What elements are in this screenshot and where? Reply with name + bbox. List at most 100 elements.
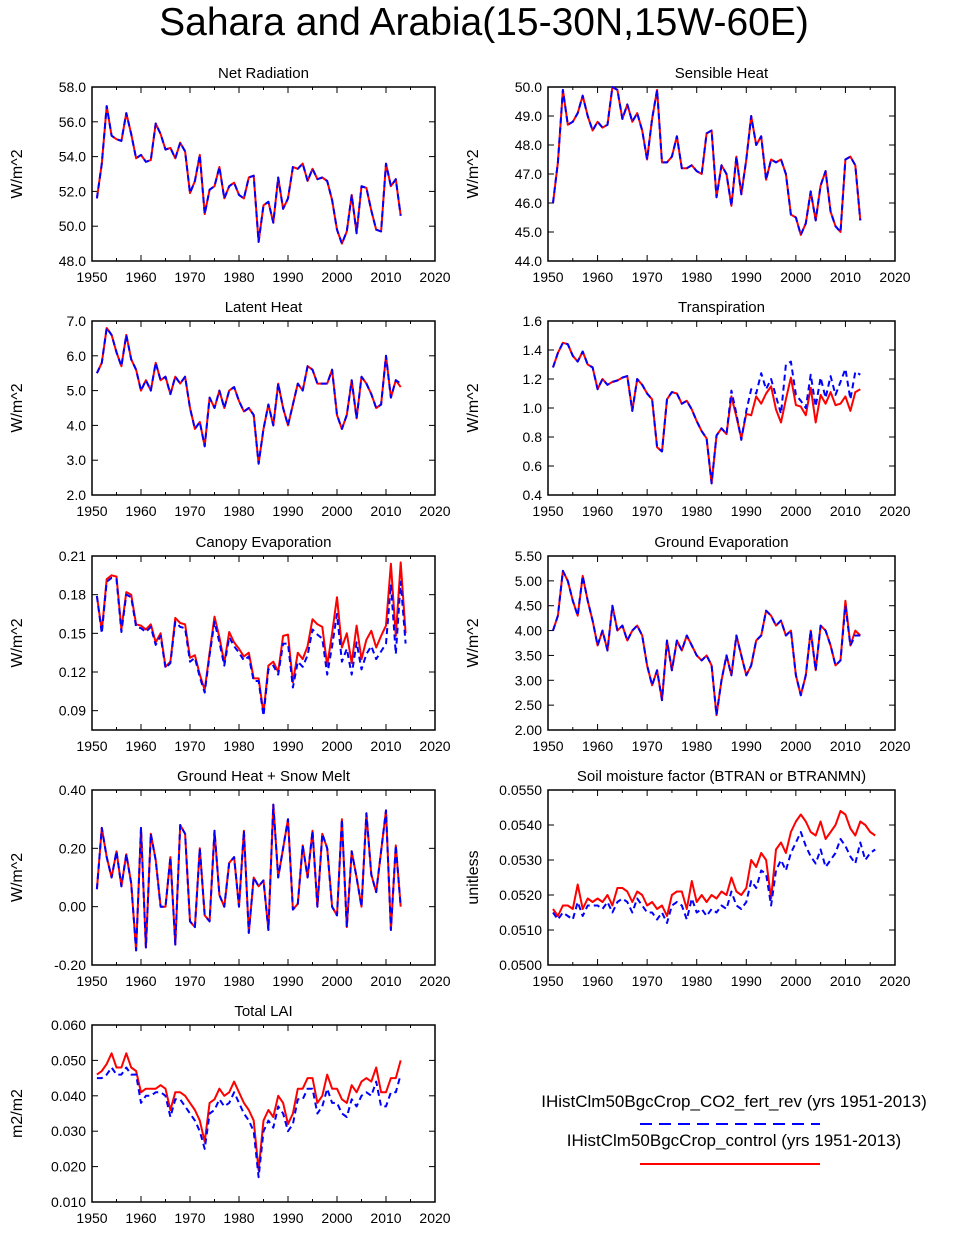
x-tick-label: 1980 — [223, 738, 254, 754]
x-tick-label: 1980 — [223, 269, 254, 285]
x-tick-label: 1950 — [76, 269, 107, 285]
y-tick-label: 0.6 — [523, 458, 543, 474]
y-tick-label: 4.50 — [515, 598, 542, 614]
x-tick-label: 1970 — [632, 269, 663, 285]
y-tick-label: 48.0 — [515, 137, 542, 153]
y-tick-label: 0.0550 — [499, 782, 542, 798]
panel-title: Total LAI — [234, 1003, 292, 1020]
plot-frame — [91, 1024, 436, 1203]
x-tick-label: 1970 — [632, 738, 663, 754]
panel-3: Transpiration W/m^2 1950 1960 1970 1980 1990 20… — [465, 299, 911, 519]
y-tick-label: 0.20 — [59, 840, 86, 856]
x-tick-label: 1970 — [174, 269, 205, 285]
x-tick-label: 1990 — [272, 973, 303, 989]
plot-frame — [91, 320, 436, 496]
x-tick-label: 2020 — [419, 1210, 450, 1226]
x-tick-label: 1980 — [223, 1210, 254, 1226]
y-tick-label: 1.2 — [523, 371, 543, 387]
y-tick-label: 0.010 — [51, 1194, 86, 1210]
series-line-control — [552, 810, 876, 917]
x-tick-label: 2020 — [879, 738, 910, 754]
x-tick-label: 1990 — [272, 269, 303, 285]
x-tick-label: 1980 — [223, 503, 254, 519]
x-tick-label: 1980 — [681, 973, 712, 989]
y-tick-label: 2.00 — [515, 722, 542, 738]
x-tick-label: 2000 — [780, 503, 811, 519]
panel-title: Sensible Heat — [675, 65, 769, 82]
x-tick-label: 2000 — [780, 269, 811, 285]
x-tick-label: 2010 — [830, 973, 861, 989]
x-tick-label: 1950 — [76, 503, 107, 519]
x-tick-label: 1980 — [681, 269, 712, 285]
x-tick-label: 1960 — [125, 738, 156, 754]
x-tick-label: 2000 — [780, 738, 811, 754]
x-tick-label: 2000 — [321, 503, 352, 519]
panel-6: Ground Heat + Snow Melt W/m^2 1950 1960 1970… — [9, 768, 451, 989]
x-tick-label: 2010 — [370, 269, 401, 285]
panel-2: Latent Heat W/m^2 1950 1960 1970 1980 1990 2000… — [9, 299, 451, 519]
y-axis-label: W/m^2 — [465, 383, 482, 432]
x-tick-label: 1990 — [272, 503, 303, 519]
y-tick-label: 48.0 — [59, 253, 86, 269]
y-tick-label: 0.12 — [59, 664, 86, 680]
x-tick-label: 2020 — [879, 269, 910, 285]
x-tick-label: 1990 — [731, 503, 762, 519]
x-tick-label: 2020 — [419, 738, 450, 754]
y-tick-label: -0.20 — [54, 957, 86, 973]
plot-frame — [547, 86, 896, 262]
x-tick-label: 1990 — [272, 738, 303, 754]
x-tick-label: 1950 — [76, 973, 107, 989]
x-tick-label: 1960 — [582, 269, 613, 285]
y-tick-label: 1.6 — [523, 313, 543, 329]
series-line-co2-fert — [95, 803, 402, 952]
y-tick-label: 2.50 — [515, 697, 542, 713]
y-tick-label: 47.0 — [515, 166, 542, 182]
x-tick-label: 2020 — [419, 269, 450, 285]
y-tick-label: 58.0 — [59, 79, 86, 95]
y-tick-label: 4.0 — [67, 417, 87, 433]
panel-4: Canopy Evaporation W/m^2 1950 1960 1970 1980 1… — [9, 534, 451, 754]
y-tick-label: 49.0 — [515, 108, 542, 124]
y-tick-label: 3.50 — [515, 647, 542, 663]
x-tick-label: 1960 — [582, 738, 613, 754]
x-tick-label: 1970 — [632, 503, 663, 519]
y-axis-label: unitless — [465, 850, 482, 904]
x-tick-label: 1960 — [582, 973, 613, 989]
x-tick-label: 2000 — [780, 973, 811, 989]
y-tick-label: 50.0 — [59, 218, 86, 234]
x-tick-label: 1980 — [223, 973, 254, 989]
x-tick-label: 1960 — [125, 503, 156, 519]
y-tick-label: 0.030 — [51, 1123, 86, 1139]
series-line-co2-fert — [95, 105, 402, 245]
x-tick-label: 2010 — [370, 503, 401, 519]
legend-label-co2-fert: IHistClm50BgcCrop_CO2_fert_rev (yrs 1951… — [541, 1092, 927, 1111]
y-tick-label: 3.0 — [67, 452, 87, 468]
y-tick-label: 0.00 — [59, 899, 86, 915]
y-axis-label: W/m^2 — [9, 853, 26, 902]
x-tick-label: 2000 — [321, 1210, 352, 1226]
panel-5: Ground Evaporation W/m^2 1950 1960 1970 1980 1… — [465, 534, 911, 754]
y-tick-label: 3.00 — [515, 672, 542, 688]
y-axis-label: W/m^2 — [9, 618, 26, 667]
y-tick-label: 0.0500 — [499, 957, 542, 973]
series-line-co2-fert — [95, 576, 407, 717]
legend: IHistClm50BgcCrop_CO2_fert_rev (yrs 1951… — [541, 1092, 927, 1165]
y-tick-label: 56.0 — [59, 114, 86, 130]
y-tick-label: 45.0 — [515, 224, 542, 240]
y-axis-label: m2/m2 — [9, 1089, 26, 1138]
x-tick-label: 2000 — [321, 269, 352, 285]
y-tick-label: 0.40 — [59, 782, 86, 798]
x-tick-label: 2020 — [879, 973, 910, 989]
y-tick-label: 0.050 — [51, 1052, 86, 1068]
x-tick-label: 1980 — [681, 738, 712, 754]
y-tick-label: 1.0 — [523, 400, 543, 416]
panel-title: Ground Evaporation — [654, 534, 788, 551]
series-line-control — [552, 86, 862, 236]
x-tick-label: 1990 — [272, 1210, 303, 1226]
x-tick-label: 1950 — [532, 269, 563, 285]
y-tick-label: 0.0520 — [499, 887, 542, 903]
x-tick-label: 1960 — [125, 269, 156, 285]
y-axis-label: W/m^2 — [9, 149, 26, 198]
x-tick-label: 1950 — [532, 973, 563, 989]
x-tick-label: 1950 — [532, 503, 563, 519]
